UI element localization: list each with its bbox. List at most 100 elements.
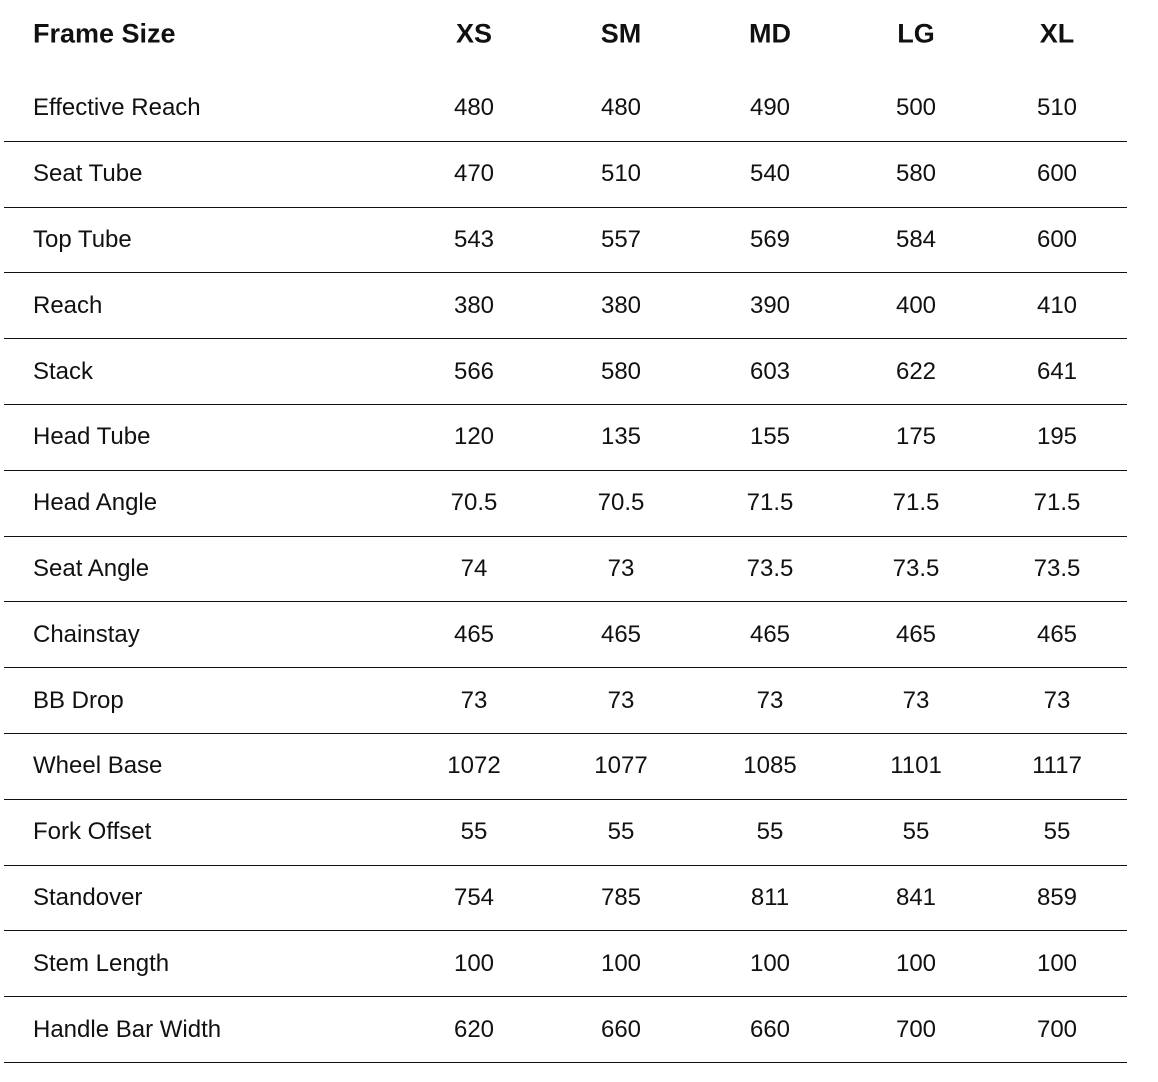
table-cell: 660 [600, 1015, 642, 1043]
row-label: Top Tube [33, 225, 132, 253]
table-cell: 465 [749, 620, 791, 648]
table-cell: 55 [756, 818, 784, 846]
table-cell: 480 [453, 94, 495, 122]
table-cell: 1077 [594, 752, 648, 780]
table-cell: 55 [607, 818, 635, 846]
table-cell: 71.5 [1033, 489, 1081, 517]
row-label: Stack [33, 357, 94, 385]
table-cell: 580 [600, 357, 642, 385]
table-cell: 195 [1036, 423, 1078, 451]
table-cell: 569 [749, 225, 791, 253]
table-cell: 465 [600, 620, 642, 648]
row-label: Seat Tube [33, 160, 143, 188]
table-cell: 1072 [447, 752, 501, 780]
table-cell: 73 [460, 686, 488, 714]
table-cell: 380 [600, 291, 642, 319]
table-cell: 73 [607, 686, 635, 714]
table-row: Seat Angle 74 73 73.5 73.5 73.5 [4, 537, 1127, 603]
table-row: Chainstay 465 465 465 465 465 [4, 602, 1127, 669]
table-cell: 754 [453, 883, 495, 911]
table-cell: 480 [600, 94, 642, 122]
size-header: XL [1039, 18, 1075, 49]
table-cell: 71.5 [746, 489, 794, 517]
row-label: Wheel Base [33, 752, 163, 780]
table-cell: 465 [895, 620, 937, 648]
table-cell: 1101 [890, 752, 942, 780]
table-cell: 510 [600, 160, 642, 188]
table-cell: 700 [1036, 1015, 1078, 1043]
size-header: MD [749, 18, 791, 49]
header-row: Frame Size XS SM MD LG XL [4, 0, 1127, 68]
row-label: Reach [33, 291, 103, 319]
table-row: Stem Length 100 100 100 100 100 [4, 931, 1127, 998]
table-cell: 1085 [743, 752, 797, 780]
table-cell: 510 [1036, 94, 1078, 122]
table-cell: 135 [600, 423, 642, 451]
table-cell: 859 [1036, 883, 1078, 911]
table-cell: 73.5 [1033, 554, 1081, 582]
table-cell: 73.5 [746, 554, 794, 582]
table-cell: 73.5 [892, 554, 940, 582]
table-cell: 155 [749, 423, 791, 451]
table-row: Head Angle 70.5 70.5 71.5 71.5 71.5 [4, 471, 1127, 537]
table-cell: 70.5 [450, 489, 498, 517]
header-label: Frame Size [33, 18, 176, 49]
table-row: Top Tube 543 557 569 584 600 [4, 208, 1127, 274]
table-cell: 540 [749, 160, 791, 188]
table-cell: 785 [600, 883, 642, 911]
table-cell: 74 [460, 554, 488, 582]
table-cell: 380 [453, 291, 495, 319]
table-row: Handle Bar Width 620 660 660 700 700 [4, 997, 1127, 1063]
table-row: BB Drop 73 73 73 73 73 [4, 668, 1127, 734]
table-cell: 465 [453, 620, 495, 648]
table-cell: 73 [607, 554, 635, 582]
row-label: Fork Offset [33, 818, 152, 846]
row-label: Effective Reach [33, 94, 201, 122]
table-cell: 100 [600, 949, 642, 977]
table-cell: 557 [600, 225, 642, 253]
row-label: Seat Angle [33, 554, 150, 582]
table-cell: 73 [1043, 686, 1071, 714]
table-row: Wheel Base 1072 1077 1085 1101 1117 [4, 734, 1127, 800]
table-cell: 400 [895, 291, 937, 319]
table-cell: 600 [1036, 160, 1078, 188]
table-cell: 100 [453, 949, 495, 977]
row-label: Head Angle [33, 489, 158, 517]
table-row: Head Tube 120 135 155 175 195 [4, 405, 1127, 471]
table-cell: 175 [895, 423, 937, 451]
table-cell: 622 [895, 357, 937, 385]
table-row: Standover 754 785 811 841 859 [4, 866, 1127, 932]
table-cell: 543 [453, 225, 495, 253]
table-row: Effective Reach 480 480 490 500 510 [4, 76, 1127, 142]
geometry-table: Frame Size XS SM MD LG XL Effective Reac… [4, 0, 1127, 1063]
table-cell: 71.5 [892, 489, 940, 517]
row-label: Chainstay [33, 620, 140, 648]
row-label: Standover [33, 883, 143, 911]
table-cell: 100 [1036, 949, 1078, 977]
table-cell: 470 [453, 160, 495, 188]
table-row: Fork Offset 55 55 55 55 55 [4, 800, 1127, 866]
table-cell: 841 [895, 883, 937, 911]
table-cell: 620 [453, 1015, 495, 1043]
row-label: BB Drop [33, 686, 124, 714]
table-cell: 390 [749, 291, 791, 319]
size-header: SM [600, 18, 642, 49]
table-cell: 566 [453, 357, 495, 385]
table-cell: 410 [1036, 291, 1078, 319]
table-cell: 73 [756, 686, 784, 714]
table-cell: 600 [1036, 225, 1078, 253]
table-cell: 55 [1043, 818, 1071, 846]
table-cell: 641 [1036, 357, 1078, 385]
table-cell: 490 [749, 94, 791, 122]
table-cell: 580 [895, 160, 937, 188]
row-label: Head Tube [33, 423, 151, 451]
table-cell: 603 [749, 357, 791, 385]
table-row: Stack 566 580 603 622 641 [4, 339, 1127, 405]
table-cell: 811 [750, 883, 790, 911]
table-cell: 1117 [1032, 752, 1082, 780]
table-cell: 55 [902, 818, 930, 846]
table-row: Seat Tube 470 510 540 580 600 [4, 142, 1127, 208]
table-cell: 73 [902, 686, 930, 714]
size-header: XS [455, 18, 493, 49]
table-cell: 500 [895, 94, 937, 122]
